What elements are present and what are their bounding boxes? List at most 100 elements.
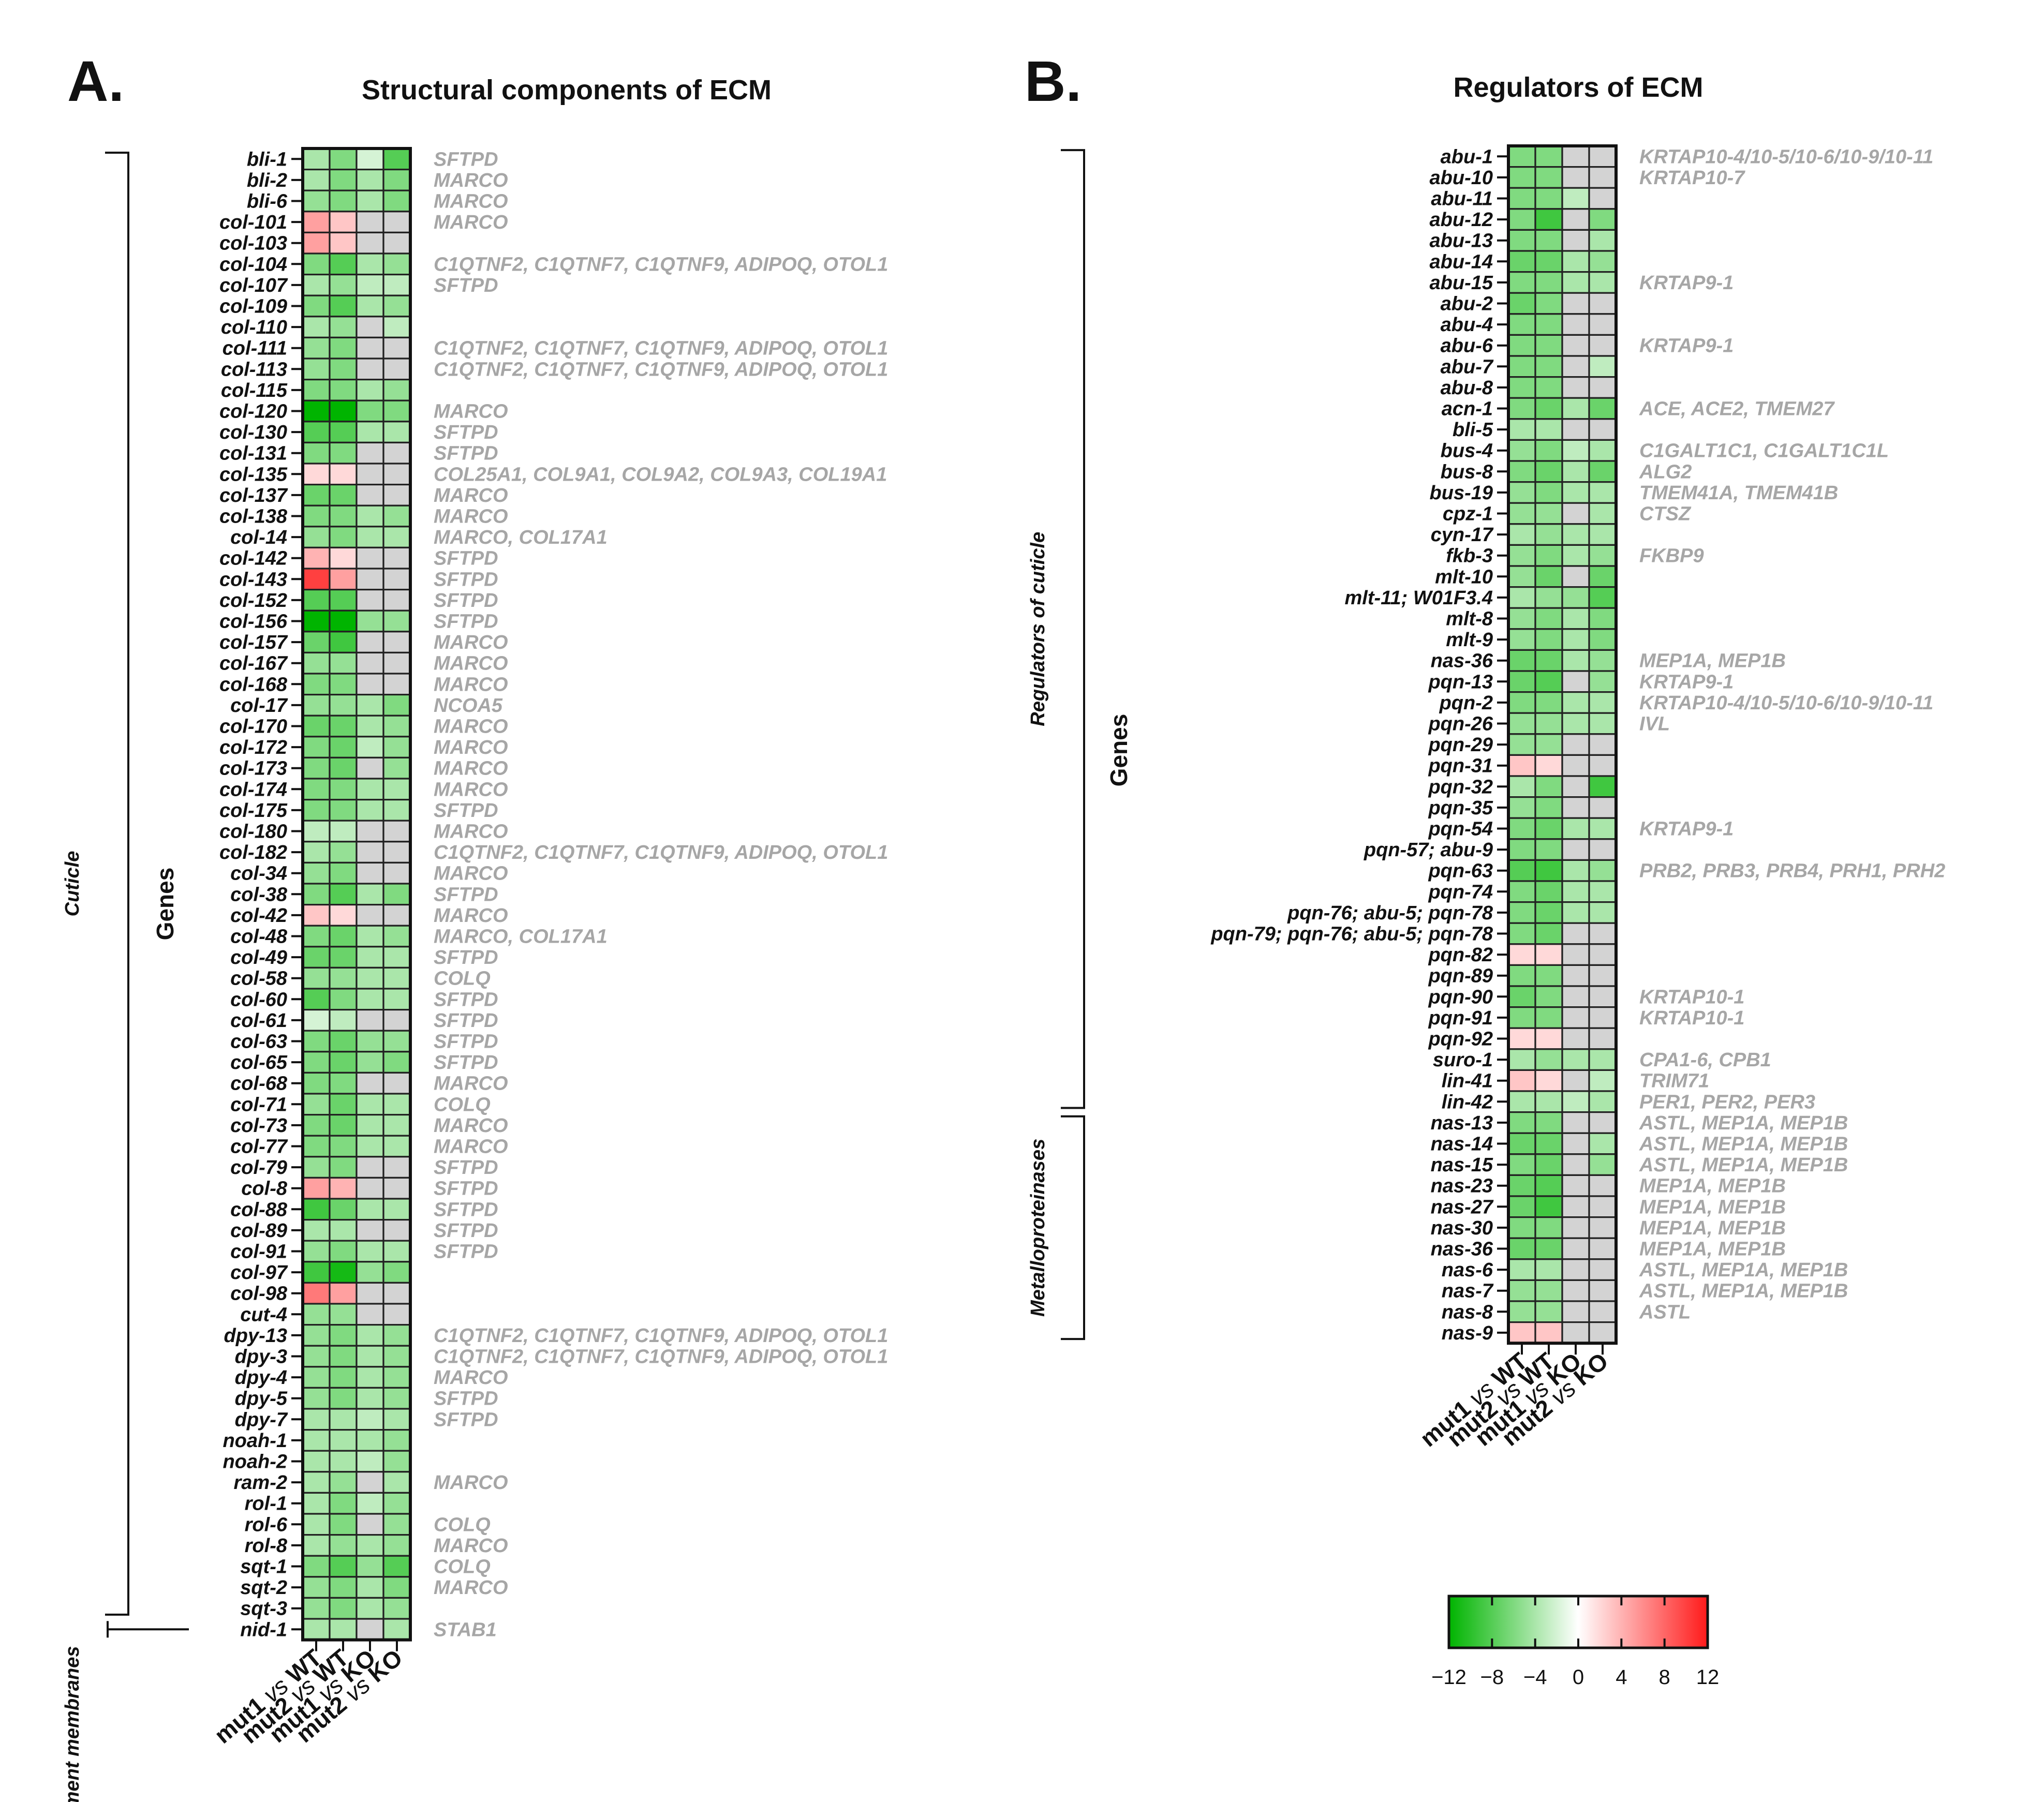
- ortholog-label: KRTAP10-1: [1639, 986, 1744, 1008]
- heatmap-cell: [1561, 691, 1590, 714]
- heatmap-cell: [382, 546, 411, 570]
- gene-label: col-73: [230, 1115, 287, 1137]
- heatmap-cell: [1588, 754, 1617, 777]
- heatmap-cell: [1507, 460, 1536, 483]
- heatmap-cell: [1588, 313, 1617, 336]
- heatmap-cell: [1507, 418, 1536, 441]
- ortholog-label: MARCO: [434, 779, 508, 800]
- heatmap-cell: [1507, 880, 1536, 903]
- colorbar-tick-label: 4: [1616, 1666, 1627, 1689]
- heatmap-cell: [356, 1030, 384, 1053]
- gene-label: pqn-91: [1428, 1007, 1493, 1029]
- heatmap-cell: [356, 1618, 384, 1641]
- heatmap-cell: [1561, 1279, 1590, 1302]
- heatmap-cell: [1507, 901, 1536, 924]
- heatmap-cell: [329, 463, 358, 486]
- heatmap-cell: [382, 673, 411, 696]
- gene-label: pqn-26: [1428, 713, 1493, 735]
- gene-label: nas-8: [1442, 1301, 1493, 1323]
- heatmap-cell: [329, 252, 358, 276]
- heatmap-cell: [382, 1219, 411, 1242]
- heatmap-cell: [382, 778, 411, 801]
- heatmap-cell: [356, 169, 384, 191]
- heatmap-cell: [1534, 1006, 1563, 1029]
- heatmap-cell: [1588, 229, 1617, 252]
- gene-label: col-130: [219, 422, 287, 443]
- heatmap-cell: [302, 1597, 331, 1620]
- heatmap-cell: [329, 1492, 358, 1515]
- heatmap-cell: [1561, 1090, 1590, 1113]
- heatmap-cell: [382, 358, 411, 381]
- heatmap-cell: [1534, 691, 1563, 714]
- gene-label: col-142: [219, 548, 287, 570]
- heatmap-cell: [302, 756, 331, 780]
- ortholog-label: MARCO: [434, 674, 508, 695]
- gene-label: abu-12: [1430, 209, 1493, 231]
- heatmap-cell: [302, 778, 331, 801]
- heatmap-cell: [1507, 397, 1536, 420]
- heatmap-cell: [1588, 649, 1617, 672]
- ortholog-label: ALG2: [1639, 461, 1692, 483]
- gene-label: col-71: [230, 1094, 287, 1115]
- ortholog-label: SFTPD: [434, 947, 498, 969]
- group-label: Cuticle: [62, 851, 83, 917]
- gene-label: abu-11: [1431, 188, 1493, 210]
- heatmap-cell: [302, 252, 331, 276]
- heatmap-cell: [1534, 523, 1563, 546]
- heatmap-cell: [1507, 1321, 1536, 1344]
- heatmap-cell: [382, 1597, 411, 1620]
- heatmap-cell: [1507, 817, 1536, 840]
- heatmap-cell: [356, 798, 384, 822]
- heatmap-cell: [382, 568, 411, 591]
- heatmap-cell: [1507, 943, 1536, 966]
- ortholog-label: SFTPD: [434, 1052, 498, 1074]
- heatmap-cell: [1588, 1174, 1617, 1197]
- heatmap-cell: [1534, 1321, 1563, 1344]
- ortholog-label: SFTPD: [434, 1409, 498, 1431]
- heatmap-cell: [1534, 838, 1563, 861]
- gene-label: cpz-1: [1443, 503, 1493, 525]
- heatmap-cell: [356, 1093, 384, 1116]
- heatmap-cell: [1507, 1132, 1536, 1155]
- heatmap-cell: [356, 988, 384, 1011]
- gene-label: pqn-76; abu-5; pqn-78: [1287, 902, 1493, 924]
- heatmap-cell: [329, 1366, 358, 1389]
- heatmap-cell: [356, 1303, 384, 1326]
- ortholog-label: MARCO: [434, 821, 508, 843]
- gene-label: col-42: [230, 905, 287, 927]
- gene-label: lin-41: [1442, 1070, 1493, 1092]
- heatmap-cell: [1534, 250, 1563, 273]
- heatmap-cell: [1588, 1111, 1617, 1134]
- gene-label: col-98: [230, 1283, 288, 1305]
- heatmap-cell: [1534, 1153, 1563, 1176]
- heatmap-cell: [1588, 1048, 1617, 1071]
- heatmap-cell: [382, 211, 411, 233]
- gene-label: ram-2: [234, 1472, 288, 1494]
- gene-label: sqt-3: [240, 1598, 287, 1620]
- heatmap-cell: [356, 673, 384, 696]
- ortholog-label: MARCO: [434, 212, 508, 233]
- colorbar: −12 −8 −4 0 4 8 12: [1431, 1595, 1719, 1689]
- ortholog-label: STAB1: [434, 1619, 497, 1641]
- heatmap-cell: [302, 358, 331, 381]
- heatmap-cell: [356, 1450, 384, 1473]
- heatmap-cell: [356, 231, 384, 255]
- heatmap-cell: [302, 946, 331, 969]
- heatmap-cell: [356, 883, 384, 906]
- heatmap-cell: [1561, 208, 1590, 231]
- heatmap-cell: [382, 1008, 411, 1032]
- heatmap-cell: [356, 336, 384, 360]
- ortholog-label: MEP1A, MEP1B: [1639, 1217, 1786, 1239]
- heatmap-cell: [1588, 880, 1617, 903]
- gene-label: col-113: [221, 359, 287, 380]
- heatmap-cell: [382, 1303, 411, 1326]
- heatmap-cell: [382, 631, 411, 654]
- ortholog-label: MARCO: [434, 905, 508, 927]
- heatmap-cell: [1588, 334, 1617, 357]
- heatmap-cell: [329, 1240, 358, 1263]
- gene-label: bus-19: [1430, 482, 1493, 504]
- heatmap-cell: [1588, 733, 1617, 756]
- heatmap-cell: [1534, 1048, 1563, 1071]
- ortholog-label: KRTAP9-1: [1639, 335, 1734, 357]
- heatmap-cell: [302, 1366, 331, 1389]
